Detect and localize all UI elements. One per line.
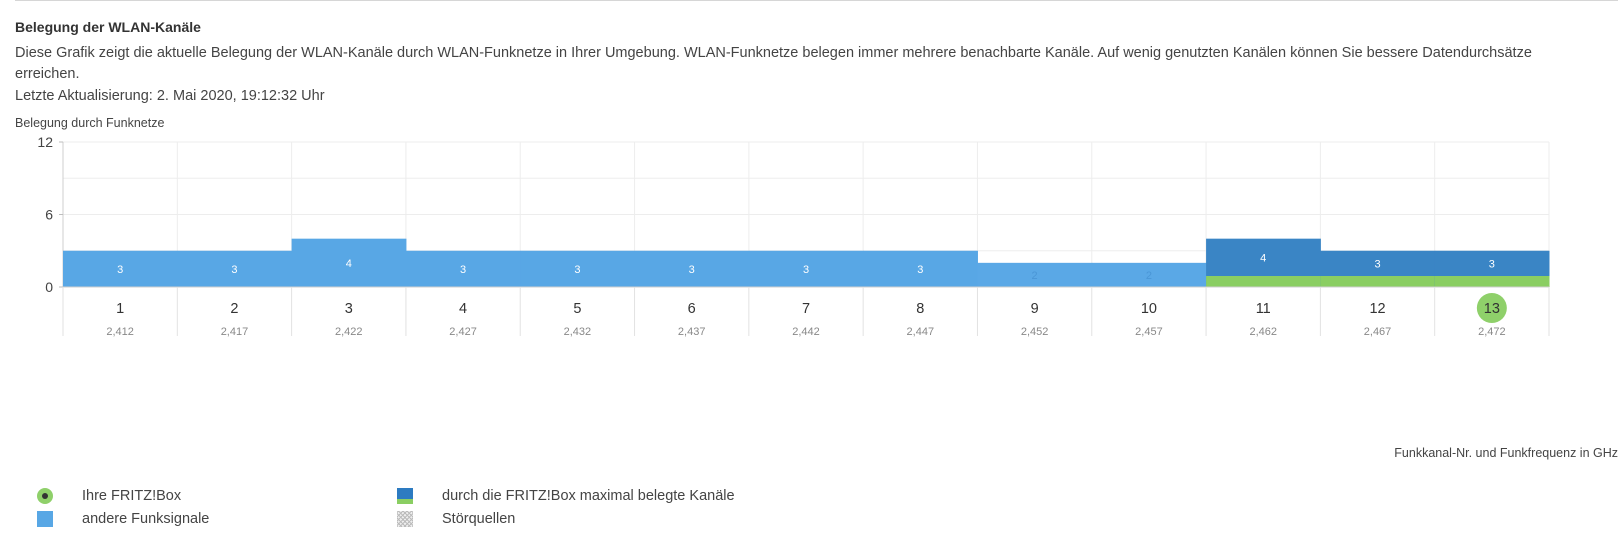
x-tick-label-9: 9 — [1031, 301, 1039, 317]
bar-channel-10 — [1091, 262, 1207, 287]
legend-own-label: Ihre FRITZ!Box — [82, 487, 182, 504]
y-tick-label: 0 — [45, 279, 53, 295]
last-update: Letzte Aktualisierung: 2. Mai 2020, 19:1… — [15, 88, 325, 104]
other-signals-icon — [37, 510, 53, 527]
bar-value-label: 4 — [346, 258, 352, 270]
frequency-label: 2,412 — [106, 326, 134, 338]
x-axis-caption: Funkkanal-Nr. und Funkfrequenz in GHz — [1394, 446, 1618, 460]
bar-value-label: 3 — [689, 264, 695, 276]
bar-channel-4 — [405, 250, 521, 287]
x-tick-label-1: 1 — [116, 301, 124, 317]
frequency-label: 2,437 — [678, 326, 706, 338]
frequency-label: 2,432 — [564, 326, 592, 338]
bar-value-label: 3 — [460, 264, 466, 276]
bar-channel-2 — [177, 250, 293, 287]
frequency-label: 2,422 — [335, 326, 363, 338]
bar-value-label: 3 — [1489, 258, 1495, 270]
x-tick-label-11: 11 — [1256, 301, 1271, 317]
bar-value-label: 3 — [803, 264, 809, 276]
legend-item-max: durch die FRITZ!Box maximal belegte Kanä… — [397, 484, 735, 507]
frequency-label: 2,472 — [1478, 326, 1506, 338]
x-tick-label-3: 3 — [345, 301, 353, 317]
bar-value-label: 3 — [1374, 258, 1380, 270]
bar-value-label: 3 — [231, 264, 237, 276]
frequency-label: 2,417 — [221, 326, 249, 338]
bar-value-label: 2 — [1146, 270, 1152, 282]
y-tick-label: 12 — [37, 134, 53, 150]
bar-channel-3 — [291, 238, 407, 287]
own-channel-marker — [1476, 293, 1507, 323]
bar-value-label: 4 — [1260, 252, 1266, 264]
x-tick-label-10: 10 — [1141, 301, 1157, 317]
x-tick-label-5: 5 — [573, 301, 581, 317]
legend-left: Ihre FRITZ!Box andere Funksignale — [37, 484, 209, 530]
frequency-label: 2,467 — [1364, 326, 1392, 338]
x-tick-label-7: 7 — [802, 301, 810, 317]
top-divider — [15, 0, 1618, 1]
fritzbox-max-icon — [397, 487, 413, 504]
fritzbox-base-12 — [1320, 276, 1436, 287]
legend-item-other: andere Funksignale — [37, 507, 209, 530]
bar-channel-1 — [63, 250, 178, 287]
bar-value-label: 3 — [917, 264, 923, 276]
own-fritzbox-icon — [37, 487, 53, 504]
legend-noise-label: Störquellen — [442, 510, 516, 527]
frequency-label: 2,462 — [1249, 326, 1277, 338]
y-tick-label: 6 — [45, 207, 53, 223]
legend-max-label: durch die FRITZ!Box maximal belegte Kanä… — [442, 487, 735, 504]
x-tick-label-13: 13 — [1484, 301, 1500, 317]
legend-other-label: andere Funksignale — [82, 510, 210, 527]
x-tick-label-4: 4 — [459, 301, 467, 317]
x-tick-label-8: 8 — [916, 301, 924, 317]
bar-channel-8 — [863, 250, 978, 287]
bar-channel-7 — [748, 250, 864, 287]
section-description: Diese Grafik zeigt die aktuelle Belegung… — [15, 45, 1532, 82]
bar-channel-9 — [977, 262, 1093, 287]
y-axis-title: Belegung durch Funknetze — [15, 116, 165, 130]
x-tick-label-2: 2 — [230, 301, 238, 317]
bar-channel-6 — [634, 250, 750, 287]
frequency-label: 2,447 — [907, 326, 935, 338]
frequency-label: 2,442 — [792, 326, 820, 338]
frequency-label: 2,427 — [449, 326, 477, 338]
channel-chart: 0 6 12 3 3 4 3 3 3 3 3 2 2 4 3 3 1 2,412 2 2,417 3 2,422 4 2,42… — [37, 134, 1550, 338]
bar-channel-5 — [520, 250, 636, 287]
bar-value-label: 3 — [574, 264, 580, 276]
section-title: Belegung der WLAN-Kanäle — [15, 19, 201, 35]
fritzbox-base-13 — [1434, 276, 1550, 287]
legend-item-noise: Störquellen — [397, 507, 735, 530]
x-tick-label-12: 12 — [1369, 301, 1385, 317]
bar-value-label: 3 — [117, 264, 123, 276]
x-tick-label-6: 6 — [688, 301, 696, 317]
bar-value-label: 2 — [1032, 270, 1038, 282]
frequency-label: 2,457 — [1135, 326, 1163, 338]
frequency-label: 2,452 — [1021, 326, 1049, 338]
fritzbox-base-11 — [1206, 276, 1321, 287]
interference-icon — [397, 510, 413, 527]
legend-right: durch die FRITZ!Box maximal belegte Kanä… — [397, 484, 735, 530]
legend-item-own: Ihre FRITZ!Box — [37, 484, 209, 507]
